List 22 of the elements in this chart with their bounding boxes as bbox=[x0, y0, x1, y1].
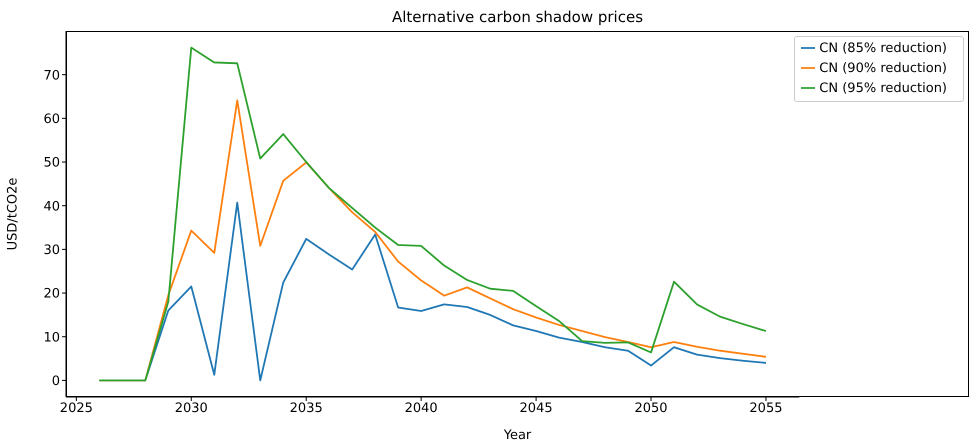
y-axis-title: USD/tCO2e bbox=[6, 178, 20, 250]
y-tick-label: 60 bbox=[43, 112, 60, 127]
x-tick-label: 2045 bbox=[520, 401, 553, 416]
x-tick-label: 2035 bbox=[290, 401, 323, 416]
y-tick-label: 20 bbox=[43, 286, 60, 302]
y-tick-label: 70 bbox=[43, 68, 60, 84]
x-tick-label: 2030 bbox=[174, 401, 208, 416]
x-tick-label: 2050 bbox=[634, 401, 668, 416]
x-tick-label: 2040 bbox=[404, 401, 438, 416]
legend-label: CN (95% reduction) bbox=[819, 81, 947, 96]
legend-label: CN (90% reduction) bbox=[819, 61, 947, 76]
y-tick-label: 0 bbox=[52, 374, 60, 390]
chart-title: Alternative carbon shadow prices bbox=[390, 8, 644, 26]
legend-label: CN (85% reduction) bbox=[819, 41, 947, 56]
line-series bbox=[98, 46, 767, 382]
y-tick-label: 40 bbox=[43, 199, 60, 214]
x-axis-title: Year bbox=[502, 428, 532, 443]
y-tick-label: 50 bbox=[43, 156, 60, 171]
y-tick-label: 30 bbox=[43, 242, 60, 258]
y-tick-label: 10 bbox=[43, 330, 60, 346]
x-tick-label: 2055 bbox=[749, 401, 783, 416]
x-tick-label: 2025 bbox=[60, 401, 93, 416]
